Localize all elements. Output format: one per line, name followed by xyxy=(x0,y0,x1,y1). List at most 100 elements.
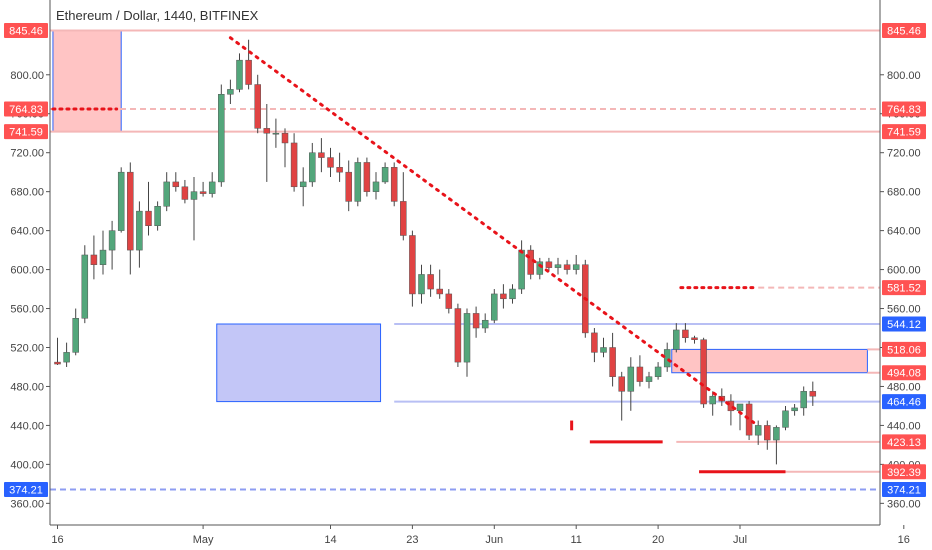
price-label-box xyxy=(882,101,926,117)
chart-title: Ethereum / Dollar, 1440, BITFINEX xyxy=(56,8,259,23)
price-label-box xyxy=(4,23,48,38)
y-tick-label-right: 680.00 xyxy=(887,187,921,199)
y-tick-label-left: 400.00 xyxy=(10,459,44,471)
y-tick-label-right: 360.00 xyxy=(887,498,921,510)
candle-up xyxy=(272,132,280,135)
price-label-box xyxy=(882,394,926,410)
candle-down xyxy=(636,366,644,382)
candle-down xyxy=(764,425,771,441)
candle-down xyxy=(454,308,462,363)
y-tick-label-left: 440.00 xyxy=(10,420,44,432)
candle-up xyxy=(227,89,234,95)
price-label-box xyxy=(882,124,926,140)
y-tick-label-left: 720.00 xyxy=(10,148,44,160)
demand-zone-mid xyxy=(216,323,382,403)
y-tick-label-left: 360.00 xyxy=(10,498,44,510)
candle-down xyxy=(54,361,61,365)
candle-down xyxy=(245,59,252,85)
candle-down xyxy=(727,400,735,412)
candle-down xyxy=(609,347,616,377)
zones-layer xyxy=(52,30,868,403)
x-tick-label: 14 xyxy=(324,534,336,546)
price-label-right: 845.46 xyxy=(887,26,921,38)
candle-down xyxy=(472,313,480,329)
y-tick-label-right: 560.00 xyxy=(887,304,921,316)
candle-down xyxy=(90,254,98,265)
price-label-right: 764.83 xyxy=(887,104,921,116)
x-tick-label: 20 xyxy=(652,534,664,546)
candle-up xyxy=(791,407,798,412)
candle-down xyxy=(445,293,453,309)
candle-up xyxy=(600,347,607,353)
candle-up xyxy=(190,191,198,200)
candle-up xyxy=(81,254,89,319)
candle-up xyxy=(354,162,362,202)
candle-up xyxy=(645,376,653,382)
candle-up xyxy=(754,425,762,436)
candle-down xyxy=(400,201,407,236)
x-tick-label: 16 xyxy=(898,534,910,546)
price-label-right: 464.46 xyxy=(887,397,921,409)
x-tick-label: 16 xyxy=(51,534,63,546)
candle-up xyxy=(572,264,580,270)
candle-down xyxy=(172,181,180,188)
x-tick-label: 11 xyxy=(570,534,581,546)
price-label-box xyxy=(4,101,48,117)
candle-down xyxy=(181,186,189,200)
candle-up xyxy=(663,349,671,368)
price-labels-layer: 845.46 845.46 764.83 764.83 741.59 741.59 581.… xyxy=(4,23,926,497)
price-label-right: 544.12 xyxy=(887,319,921,331)
candle-down xyxy=(545,261,553,268)
y-tick-label-left: 560.00 xyxy=(10,304,44,316)
candle-down xyxy=(290,142,298,188)
candle-down xyxy=(318,152,325,158)
candle-down xyxy=(327,157,334,168)
y-tick-label-right: 600.00 xyxy=(887,265,921,277)
y-tick-label-left: 680.00 xyxy=(10,187,44,199)
drawings-layer xyxy=(51,36,786,474)
candle-down xyxy=(127,171,134,251)
candle-up xyxy=(773,427,780,441)
candle-down xyxy=(345,171,352,202)
price-label-left: 741.59 xyxy=(9,127,43,139)
candle-up xyxy=(800,391,807,409)
candle-up xyxy=(208,181,216,194)
candle-down xyxy=(682,329,689,339)
x-tick-label: Jun xyxy=(485,534,503,546)
candle-up xyxy=(117,171,125,231)
candle-down xyxy=(700,339,707,405)
candle-up xyxy=(782,410,789,428)
price-label-box xyxy=(4,124,48,140)
candle-down xyxy=(591,332,598,353)
candle-up xyxy=(463,313,471,363)
candle-up xyxy=(736,403,744,412)
candle-up xyxy=(673,329,680,350)
candle-down xyxy=(145,210,152,226)
candle-up xyxy=(418,274,425,295)
candle-down xyxy=(527,249,534,275)
y-tick-label-right: 480.00 xyxy=(887,381,921,393)
candle-up xyxy=(136,210,143,251)
price-label-box xyxy=(882,341,926,357)
price-label-box xyxy=(882,365,926,381)
candle-up xyxy=(518,249,525,290)
candle-down xyxy=(390,167,398,202)
supply-zone-top xyxy=(52,30,122,133)
price-label-box xyxy=(882,280,926,296)
candle-down xyxy=(691,337,698,340)
candle-up xyxy=(108,230,116,251)
candle-up xyxy=(72,318,79,353)
candle-up xyxy=(481,319,489,329)
candle-down xyxy=(336,167,343,173)
price-label-left: 764.83 xyxy=(9,104,43,116)
y-tick-label-left: 600.00 xyxy=(10,265,44,277)
price-label-box xyxy=(882,434,926,450)
x-tick-label: May xyxy=(193,534,214,546)
candle-up xyxy=(309,152,316,183)
price-label-box xyxy=(4,482,48,497)
price-label-right: 374.21 xyxy=(887,485,921,497)
price-label-box xyxy=(882,482,926,497)
candle-up xyxy=(218,94,225,183)
